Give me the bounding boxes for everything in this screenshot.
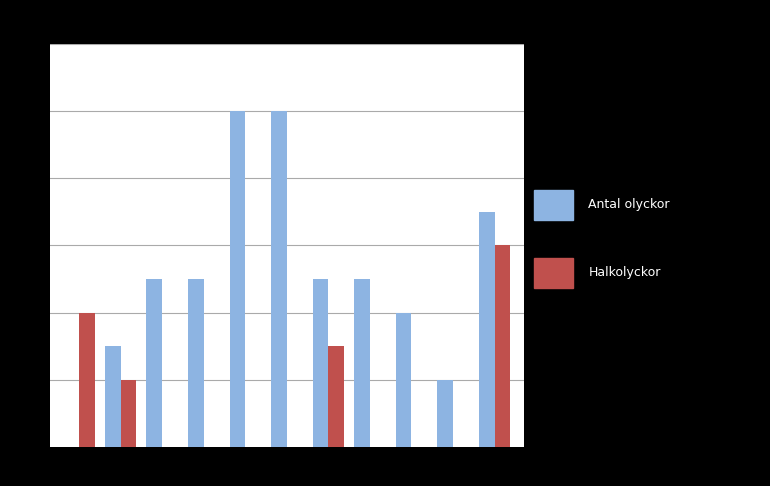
Bar [396, 312, 411, 447]
Text: Antal olyckor: Antal olyckor [588, 198, 670, 211]
Bar [534, 258, 573, 288]
Bar [534, 190, 573, 220]
Bar [79, 312, 95, 447]
Bar [229, 111, 246, 447]
Bar [328, 346, 344, 447]
Bar [479, 212, 494, 447]
Bar [313, 279, 328, 447]
Bar [188, 279, 204, 447]
Bar [494, 245, 511, 447]
Text: Halkolyckor: Halkolyckor [588, 266, 661, 279]
Bar [146, 279, 162, 447]
Bar [437, 380, 453, 447]
Bar [105, 346, 121, 447]
Bar [271, 111, 286, 447]
Bar [354, 279, 370, 447]
Bar [121, 380, 136, 447]
